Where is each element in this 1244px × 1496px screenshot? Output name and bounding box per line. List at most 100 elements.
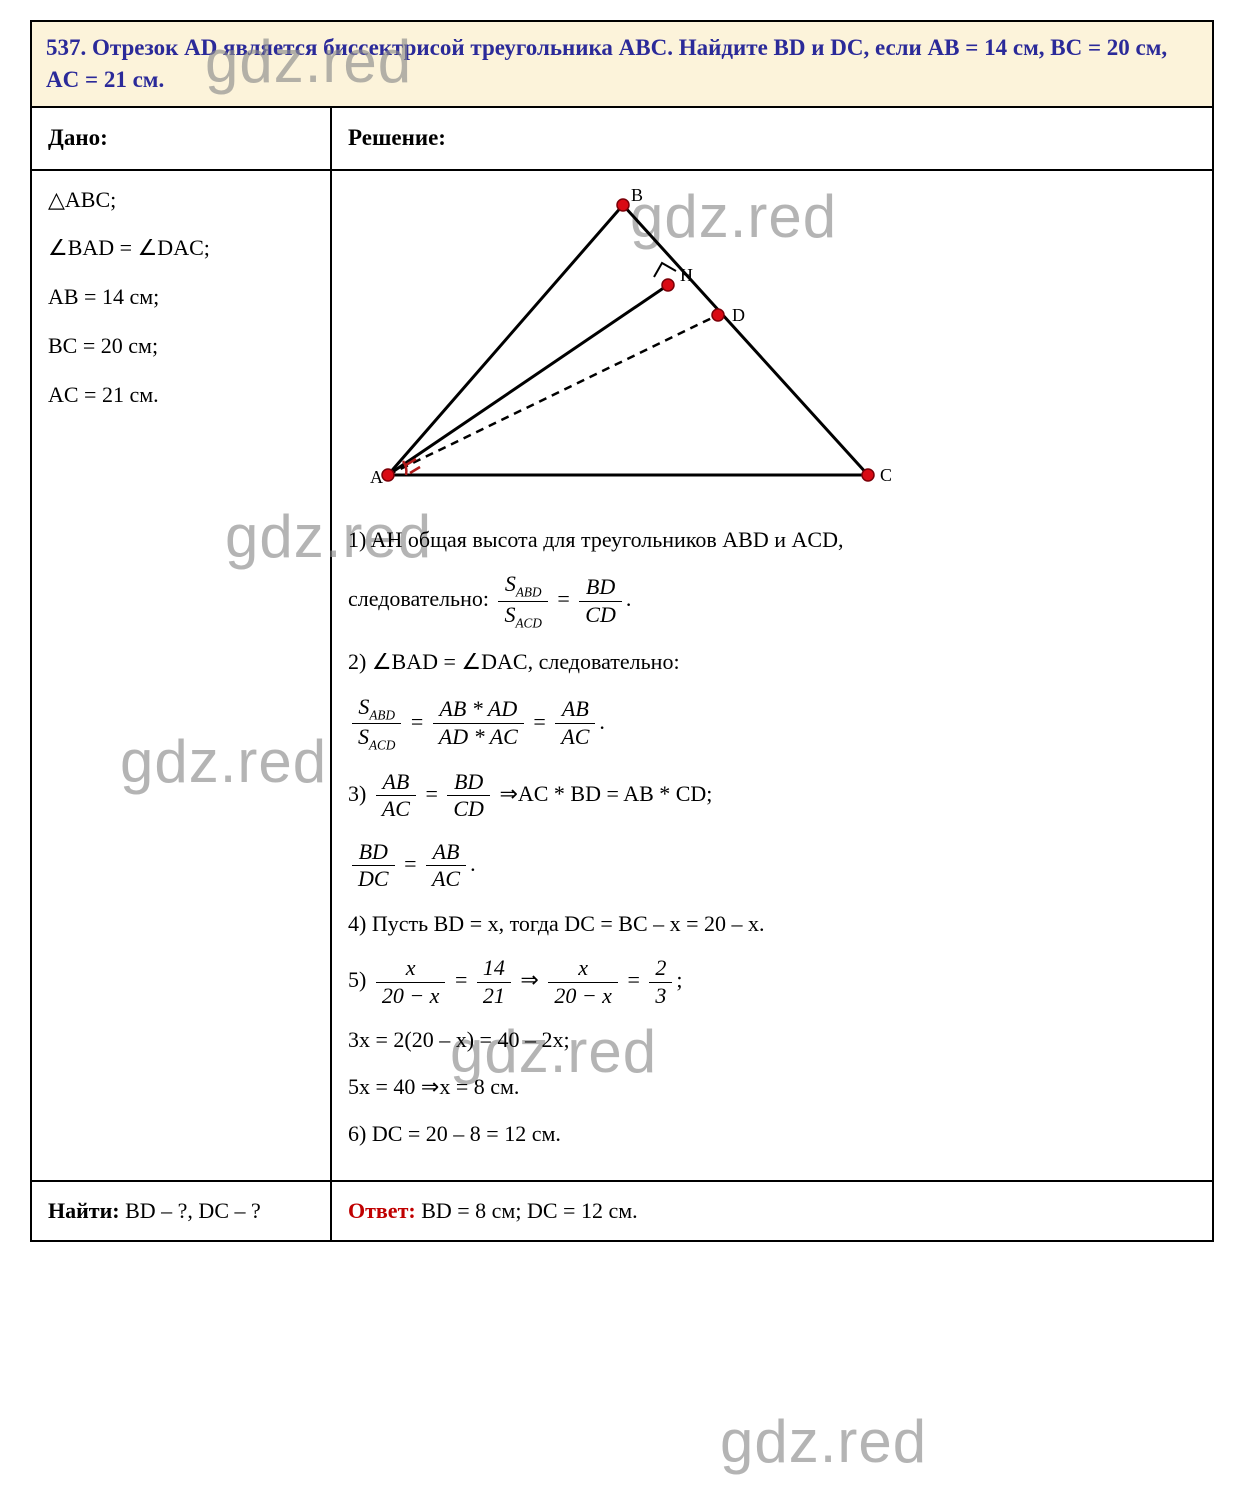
frac-den: 21 xyxy=(477,983,511,1009)
solution-cell: A B C H D 1) AH общая высота для треугол… xyxy=(332,171,1212,1182)
step-1a: 1) AH общая высота для треугольников ABD… xyxy=(348,525,1196,556)
label-b: B xyxy=(631,185,643,205)
frac-bd-dc: BD DC xyxy=(352,839,395,893)
frac-num: BD xyxy=(579,574,622,601)
given-line: △ABC; xyxy=(48,185,314,216)
segment-ad xyxy=(388,315,718,475)
frac-bd-cd-2: BD CD xyxy=(447,769,490,823)
dot: . xyxy=(599,708,605,733)
step-3-pre: 3) xyxy=(348,781,372,806)
frac-num: AB xyxy=(555,696,595,723)
solution-table: 537. Отрезок AD является биссектрисой тр… xyxy=(30,20,1214,1242)
frac-sub: ACD xyxy=(369,737,395,752)
triangle-abc xyxy=(388,205,868,475)
find-label: Найти: xyxy=(48,1198,120,1223)
solution-header-cell: Решение: xyxy=(332,108,1212,170)
eq: = xyxy=(411,708,429,733)
frac-abad-adac: AB * AD AD * AC xyxy=(433,696,524,750)
semicolon: ; xyxy=(676,967,682,992)
frac-den: 20 − x xyxy=(548,983,618,1009)
frac-sub: ACD xyxy=(515,615,541,630)
eq: = xyxy=(533,708,551,733)
given-line: ∠BAD = ∠DAC; xyxy=(48,233,314,264)
eq: = xyxy=(627,967,645,992)
given-line: AB = 14 см; xyxy=(48,282,314,313)
problem-statement: 537. Отрезок AD является биссектрисой тр… xyxy=(32,22,1212,108)
frac-den: S xyxy=(504,602,515,627)
frac-num: x xyxy=(376,955,446,982)
given-line: AC = 21 см. xyxy=(48,380,314,411)
step-2: 2) ∠BAD = ∠DAC, следовательно: xyxy=(348,647,1196,678)
step-6: 6) DC = 20 – 8 = 12 см. xyxy=(348,1119,1196,1150)
page: gdz.red gdz.red gdz.red gdz.red gdz.red … xyxy=(0,0,1244,1272)
given-line: BC = 20 см; xyxy=(48,331,314,362)
content-grid: Дано: Решение: △ABC; ∠BAD = ∠DAC; AB = 1… xyxy=(32,108,1212,1240)
eq: = xyxy=(557,586,575,611)
frac-den: CD xyxy=(579,602,622,628)
dot: . xyxy=(470,851,476,876)
label-c: C xyxy=(880,465,892,485)
frac-num: 14 xyxy=(477,955,511,982)
frac-num: AB xyxy=(376,769,416,796)
step-5c: 5x = 40 ⇒x = 8 см. xyxy=(348,1072,1196,1103)
solution-steps: 1) AH общая высота для треугольников ABD… xyxy=(348,525,1196,1150)
point-b xyxy=(617,199,629,211)
frac-den: DC xyxy=(352,866,395,892)
frac-num: S xyxy=(505,571,516,596)
step-5-pre: 5) xyxy=(348,967,372,992)
dot: . xyxy=(626,586,632,611)
frac-ab-ac-3: AB AC xyxy=(426,839,466,893)
frac-ab-ac-2: AB AC xyxy=(376,769,416,823)
frac-ab-ac: AB AC xyxy=(555,696,595,750)
frac-sabd-sacd: SABD SACD xyxy=(498,571,547,630)
frac-sub: ABD xyxy=(516,585,542,600)
step-1b-pre: следовательно: xyxy=(348,586,494,611)
given-cell: △ABC; ∠BAD = ∠DAC; AB = 14 см; BC = 20 с… xyxy=(32,171,332,1182)
frac-bd-cd: BD CD xyxy=(579,574,622,628)
watermark: gdz.red xyxy=(720,1400,927,1484)
triangle-diagram: A B C H D xyxy=(348,185,908,505)
answer-text: BD = 8 см; DC = 12 см. xyxy=(421,1198,637,1223)
problem-number: 537. xyxy=(46,35,86,60)
answer-label: Ответ: xyxy=(348,1198,416,1223)
frac-num: 2 xyxy=(649,955,672,982)
given-lines: △ABC; ∠BAD = ∠DAC; AB = 14 см; BC = 20 с… xyxy=(48,185,314,411)
step-4: 4) Пусть BD = x, тогда DC = BC – x = 20 … xyxy=(348,909,1196,940)
point-c xyxy=(862,469,874,481)
eq: = xyxy=(425,781,443,806)
frac-x-20mx: x 20 − x xyxy=(376,955,446,1009)
frac-sabd-sacd-2: SABD SACD xyxy=(352,694,401,753)
step-5b: 3x = 2(20 – x) = 40 – 2x; xyxy=(348,1025,1196,1056)
find-cell: Найти: BD – ?, DC – ? xyxy=(32,1182,332,1241)
angle-tick xyxy=(410,467,420,473)
find-text: BD – ?, DC – ? xyxy=(125,1198,261,1223)
frac-num: BD xyxy=(447,769,490,796)
frac-den: AC xyxy=(426,866,466,892)
frac-den: AD * AC xyxy=(433,724,524,750)
frac-num: x xyxy=(548,955,618,982)
eq: = xyxy=(455,967,473,992)
step-1b: следовательно: SABD SACD = BD CD . xyxy=(348,571,1196,630)
frac-den: 3 xyxy=(649,983,672,1009)
problem-text: Отрезок AD является биссектрисой треугол… xyxy=(46,35,1167,92)
label-d: D xyxy=(732,305,745,325)
frac-x-20mx-2: x 20 − x xyxy=(548,955,618,1009)
frac-den: AC xyxy=(555,724,595,750)
step-2b: SABD SACD = AB * AD AD * AC = AB AC . xyxy=(348,694,1196,753)
step-3b: BD DC = AB AC . xyxy=(348,839,1196,893)
given-label: Дано: xyxy=(48,125,108,150)
diagram-svg: A B C H D xyxy=(348,185,908,505)
label-h: H xyxy=(680,265,693,285)
step-5: 5) x 20 − x = 14 21 ⇒ x xyxy=(348,955,1196,1009)
frac-num: BD xyxy=(352,839,395,866)
frac-14-21: 14 21 xyxy=(477,955,511,1009)
frac-den: S xyxy=(358,724,369,749)
arrow: ⇒ xyxy=(520,967,544,992)
frac-num: S xyxy=(358,694,369,719)
point-h xyxy=(662,279,674,291)
given-header-cell: Дано: xyxy=(32,108,332,170)
step-3: 3) AB AC = BD CD ⇒AC * BD = AB * CD; xyxy=(348,769,1196,823)
point-a xyxy=(382,469,394,481)
answer-cell: Ответ: BD = 8 см; DC = 12 см. xyxy=(332,1182,1212,1241)
frac-sub: ABD xyxy=(369,707,395,722)
